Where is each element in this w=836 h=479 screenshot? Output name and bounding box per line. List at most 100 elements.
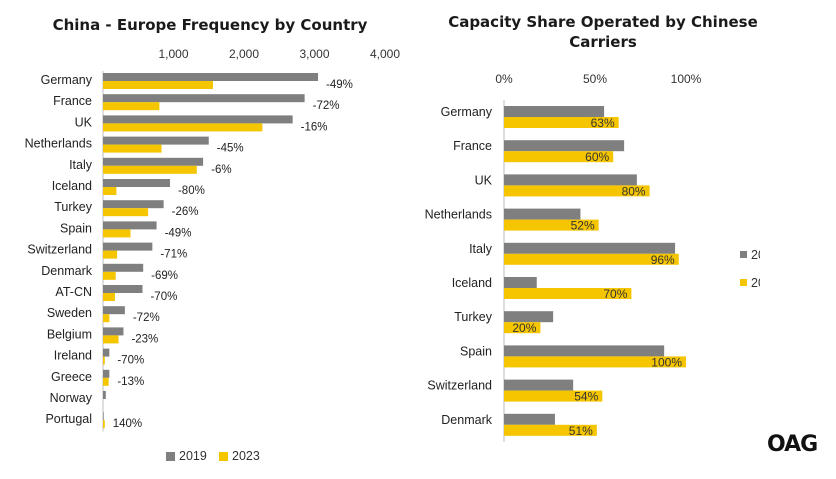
category-label-uk: UK [475, 173, 493, 187]
category-label-italy: Italy [469, 242, 493, 256]
bar-2019-iceland [103, 179, 170, 187]
change-label-greece: -13% [117, 376, 144, 388]
category-label-denmark: Denmark [41, 264, 92, 278]
bar-2023-turkey [103, 208, 149, 217]
bar-2019-portugal [103, 412, 104, 421]
category-label-italy: Italy [69, 158, 93, 172]
category-label-portugal: Portugal [45, 412, 92, 426]
bar-2023-italy [504, 253, 679, 265]
change-label-denmark: -69% [151, 270, 178, 282]
bar-2019-netherlands [103, 136, 209, 145]
x-tick-label: 4,000 [370, 47, 400, 61]
bar-2019-uk [103, 115, 293, 124]
bar-2019-germany [504, 106, 605, 117]
category-label-iceland: Iceland [452, 276, 492, 290]
category-label-switzerland: Switzerland [427, 379, 492, 393]
legend-swatch-2023 [740, 279, 747, 286]
bar-2023-greece [103, 377, 109, 386]
bar-2019-turkey [504, 311, 554, 323]
bar-2019-spain [504, 345, 665, 357]
category-label-belgium: Belgium [47, 327, 92, 341]
category-label-france: France [453, 139, 492, 153]
legend-label-2023: 2023 [751, 276, 760, 290]
bar-2023-germany [504, 117, 619, 128]
category-label-sweden: Sweden [47, 306, 92, 320]
category-label-at-cn: AT-CN [55, 285, 92, 299]
data-label-2023-switzerland: 54% [574, 390, 598, 404]
chart-title: China - Europe Frequency by Country [53, 16, 368, 34]
bar-2019-switzerland [504, 379, 574, 391]
x-tick-label: 3,000 [299, 47, 329, 61]
category-label-norway: Norway [50, 391, 93, 405]
change-label-switzerland: -71% [160, 249, 187, 261]
bar-2023-switzerland [103, 250, 118, 259]
bar-2023-germany [103, 81, 213, 89]
category-label-greece: Greece [51, 370, 92, 384]
change-label-germany: -49% [326, 79, 353, 91]
bar-2023-spain [103, 229, 131, 238]
bar-2023-uk [103, 123, 263, 132]
x-tick-label: 100% [671, 72, 702, 86]
bar-2019-italy [103, 157, 204, 166]
bar-2023-france [504, 151, 614, 163]
legend-label-2019: 2019 [751, 248, 760, 262]
change-label-belgium: -23% [131, 333, 158, 345]
change-label-ireland: -70% [117, 355, 144, 367]
change-label-france: -72% [313, 100, 340, 112]
bar-2019-ireland [103, 348, 110, 357]
legend-swatch-2023 [219, 452, 228, 461]
category-label-germany: Germany [441, 105, 493, 119]
bar-2019-netherlands [504, 208, 581, 220]
bar-2023-denmark [504, 424, 597, 436]
category-label-netherlands: Netherlands [425, 208, 492, 222]
bar-2019-denmark [103, 263, 144, 272]
bar-2023-france [103, 102, 160, 111]
bar-2023-switzerland [504, 390, 603, 402]
data-label-2023-italy: 96% [651, 253, 675, 267]
bar-2019-switzerland [103, 242, 153, 251]
category-label-turkey: Turkey [454, 310, 492, 324]
category-label-uk: UK [75, 115, 93, 129]
category-label-germany: Germany [41, 73, 93, 87]
legend-label-2023: 2023 [232, 449, 260, 463]
bar-2023-turkey [504, 322, 541, 334]
category-label-spain: Spain [60, 221, 92, 235]
category-label-netherlands: Netherlands [25, 137, 92, 151]
bar-2023-ireland [103, 356, 105, 365]
bar-2019-germany [103, 73, 319, 81]
bar-2019-at-cn [103, 285, 143, 293]
bar-2023-netherlands [504, 219, 599, 231]
bar-2023-iceland [103, 187, 117, 195]
bar-2019-france [103, 94, 305, 103]
change-label-portugal: 140% [113, 418, 142, 430]
capacity-share-chart: Capacity Share Operated by Chinese Carrie… [425, 13, 760, 442]
bar-2019-italy [504, 242, 676, 254]
bar-2019-belgium [103, 327, 124, 336]
chart-title-line: Capacity Share Operated by Chinese [448, 13, 758, 31]
category-label-switzerland: Switzerland [27, 243, 92, 257]
category-label-denmark: Denmark [441, 413, 492, 427]
bar-2019-france [504, 140, 625, 152]
data-label-2023-france: 60% [585, 150, 609, 164]
category-label-ireland: Ireland [54, 349, 92, 363]
frequency-chart: China - Europe Frequency by Country 1,000… [25, 16, 400, 463]
data-label-2023-uk: 80% [622, 184, 646, 198]
bar-2019-sweden [103, 306, 125, 315]
bar-2023-spain [504, 356, 686, 368]
bar-2019-turkey [103, 200, 164, 209]
bar-2023-sweden [103, 314, 110, 323]
x-tick-label: 50% [583, 72, 607, 86]
category-label-iceland: Iceland [52, 179, 92, 193]
bar-2023-italy [103, 165, 197, 174]
legend-swatch-2019 [740, 251, 747, 258]
change-label-iceland: -80% [178, 185, 205, 197]
change-label-netherlands: -45% [217, 143, 244, 155]
bar-2019-denmark [504, 413, 555, 425]
category-label-france: France [53, 94, 92, 108]
data-label-2023-iceland: 70% [603, 287, 627, 301]
bar-2019-iceland [504, 277, 537, 288]
bar-2023-belgium [103, 335, 119, 344]
change-label-spain: -49% [165, 227, 192, 239]
legend-swatch-2019 [166, 452, 175, 461]
bar-2023-at-cn [103, 293, 115, 301]
